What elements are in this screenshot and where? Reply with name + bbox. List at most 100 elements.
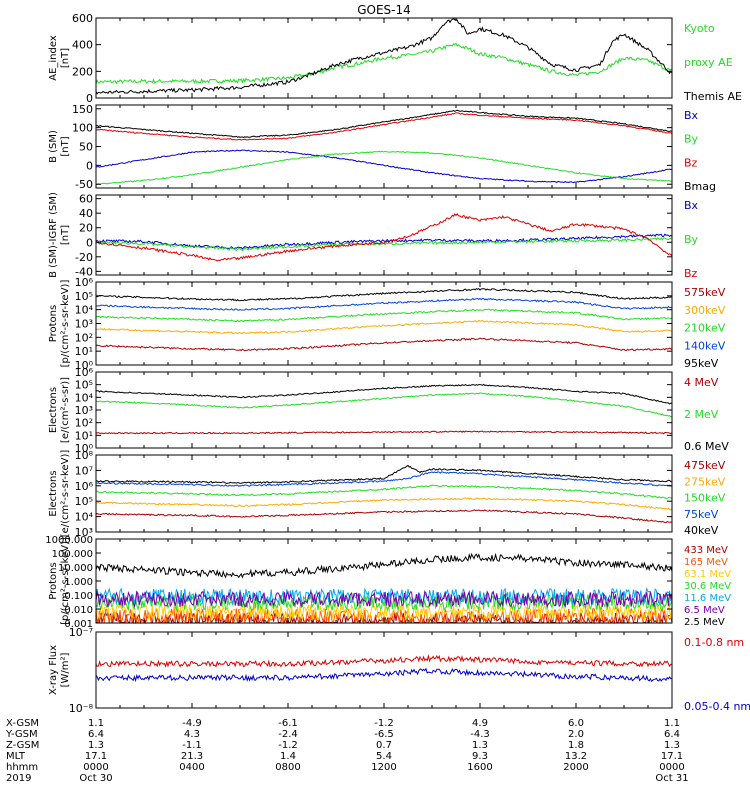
legend-label: 30.6 MeV xyxy=(684,581,731,592)
legend-label: 11.6 MeV xyxy=(684,593,731,604)
series-line-140kev xyxy=(95,297,673,311)
footer-value: 1.4 xyxy=(280,751,296,762)
legend-label: Bx xyxy=(684,109,699,122)
y-tick-label: 10⁴ xyxy=(75,391,94,404)
footer-value: Oct 31 xyxy=(655,773,688,784)
legend-label: Bz xyxy=(684,156,698,169)
legend-label: 0.6 MeV xyxy=(684,440,729,453)
y-tick-label: 10⁷ xyxy=(75,464,93,477)
footer-value: -1.1 xyxy=(182,740,202,751)
legend-label: 6.5 MeV xyxy=(684,605,725,616)
y-tick-label: 10⁰ xyxy=(75,442,94,455)
footer-value: 17.1 xyxy=(661,751,683,762)
legend-label: 575keV xyxy=(684,286,726,299)
footer-value: 1.1 xyxy=(88,718,104,729)
series-line-0-05-0-4-nm xyxy=(95,667,673,683)
y-axis-label: [nT] xyxy=(60,225,71,245)
footer-value: 6.4 xyxy=(664,729,680,740)
footer-value: 17.1 xyxy=(85,751,107,762)
footer-value: 1.8 xyxy=(568,740,584,751)
legend-label: 165 MeV xyxy=(684,557,728,568)
series-line-2-mev xyxy=(95,392,673,418)
footer-row-label: hhmm xyxy=(6,762,38,773)
footer-value: 1600 xyxy=(467,762,492,773)
y-tick-label: 600 xyxy=(72,12,93,25)
y-tick-label: 10² xyxy=(75,417,93,430)
series-line-0-6-mev xyxy=(95,383,673,405)
legend-label: 433 MeV xyxy=(684,545,728,556)
y-tick-label: 1000.000 xyxy=(45,535,93,546)
y-tick-label: 150 xyxy=(72,103,93,116)
y-tick-label: 60 xyxy=(79,193,93,206)
footer-value: 0.7 xyxy=(376,740,392,751)
panel-frame xyxy=(95,631,673,709)
legend-label: 4 MeV xyxy=(684,376,719,389)
y-tick-label: 10¹ xyxy=(75,345,93,358)
y-axis-label: [p/(cm²-s-sr-keV)] xyxy=(60,280,71,368)
series-line-75kev xyxy=(95,471,673,487)
footer-value: 0800 xyxy=(275,762,300,773)
y-axis-label: B (SM) xyxy=(48,130,59,163)
legend-label: 0.05-0.4 nm xyxy=(684,700,750,713)
panel-frame xyxy=(95,17,673,99)
y-tick-label: 1.000 xyxy=(64,577,93,588)
series-line-bz xyxy=(95,212,673,262)
footer-value: 21.3 xyxy=(181,751,203,762)
panel-bsm: -50 0 50 100 150 B (SM) [nT] Bx By Bz Bmag xyxy=(48,103,716,193)
series-line-40kev xyxy=(95,464,673,485)
panel-xray: 10⁻⁸ 10⁻⁷ X-ray Flux [W/m²] 0.1-0.8 nm 0.05-0… xyxy=(48,626,750,715)
legend-label: 475keV xyxy=(684,459,726,472)
series-line-4-mev xyxy=(95,430,673,435)
footer-value: 13.2 xyxy=(565,751,587,762)
legend-label: Bz xyxy=(684,267,698,280)
series-line-0-1-0-8-nm xyxy=(95,654,673,668)
y-tick-label: 20 xyxy=(79,222,93,235)
legend-label: 2.5 MeV xyxy=(684,617,725,628)
footer-value: 4.9 xyxy=(472,718,488,729)
panel-protons_mev: 0.001 0.010 0.100 1.000 10.000 100.000 1000.00… xyxy=(45,535,731,630)
time-axis-footer: X-GSM 1.1 -4.9 -6.1 -1.2 4.9 6.0 1.1 Y-GSM 6.4 4.3… xyxy=(5,718,689,784)
footer-value: 0400 xyxy=(179,762,204,773)
footer-value: 1.1 xyxy=(664,718,680,729)
y-tick-label: 0 xyxy=(86,92,93,105)
legend-label: 63.1 MeV xyxy=(684,569,731,580)
series-line-bz xyxy=(95,112,673,141)
y-axis-label: X-ray Flux xyxy=(48,645,59,695)
y-tick-label: 10⁶ xyxy=(75,276,94,289)
series-line-11-6-mev xyxy=(95,586,673,606)
series-line-95kev xyxy=(95,287,672,302)
footer-value: -6.5 xyxy=(374,729,394,740)
y-tick-label: 10³ xyxy=(75,404,93,417)
legend-label: Themis AE xyxy=(683,90,742,103)
legend-label: 40keV xyxy=(684,524,719,537)
figure-title: GOES-14 xyxy=(357,3,411,17)
series-line-6-5-mev xyxy=(95,590,673,609)
footer-row-label: MLT xyxy=(6,751,26,762)
series-line-bx xyxy=(96,149,673,184)
y-tick-label: 100.000 xyxy=(52,549,93,560)
y-axis-label: Protons xyxy=(48,562,59,599)
y-tick-label: 10¹ xyxy=(75,429,93,442)
legend-label: Bmag xyxy=(684,180,716,193)
panel-frame xyxy=(95,281,673,366)
series-line-by xyxy=(95,150,673,186)
y-tick-label: 10² xyxy=(75,331,93,344)
footer-value: 1.3 xyxy=(88,740,104,751)
y-axis-label: B (SM)-IGRF (SM) xyxy=(48,192,59,278)
footer-value: -4.9 xyxy=(182,718,202,729)
panel-ae: 0 200 400 600 AE_index [nT] Kyoto proxy AE Themi… xyxy=(48,12,742,105)
y-tick-label: 10.000 xyxy=(58,563,93,574)
legend-label: 150keV xyxy=(684,492,726,505)
series-line-575kev xyxy=(95,337,673,352)
y-tick-label: 0.001 xyxy=(64,619,93,630)
y-axis-label: AE_index xyxy=(48,35,59,81)
y-axis-label: Electrons xyxy=(48,387,59,433)
legend-label: 140keV xyxy=(684,339,726,352)
series-line-275kev xyxy=(95,497,673,511)
footer-row-label: X-GSM xyxy=(6,718,39,729)
y-axis-label: [p/(cm²-s-sr-keV)] xyxy=(60,537,71,625)
footer-value: -4.3 xyxy=(470,729,490,740)
footer-value: 1.3 xyxy=(664,740,680,751)
